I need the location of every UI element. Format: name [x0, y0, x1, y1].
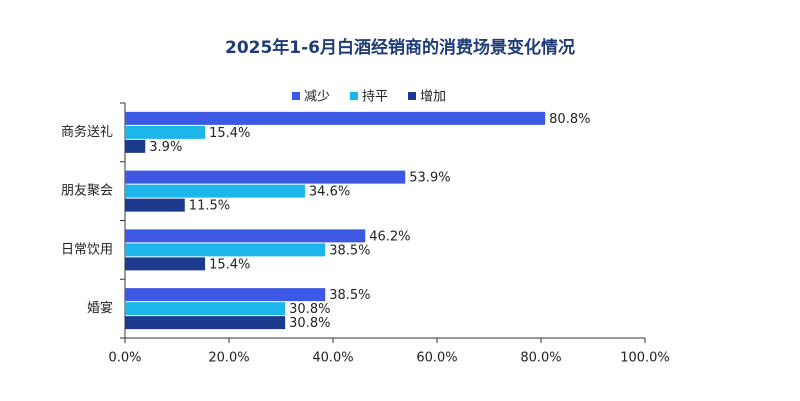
data-label: 11.5%	[189, 199, 230, 214]
bar	[125, 229, 366, 243]
x-tick-label: 80.0%	[520, 351, 561, 366]
data-label: 30.8%	[289, 302, 330, 317]
bar	[125, 125, 206, 139]
bar	[125, 257, 206, 271]
y-tick-label: 日常饮用	[61, 242, 113, 257]
data-label: 15.4%	[209, 126, 250, 141]
data-label: 80.8%	[549, 112, 590, 127]
bar	[125, 243, 326, 257]
data-label: 15.4%	[209, 257, 250, 272]
legend-swatch	[350, 92, 358, 100]
x-tick-label: 20.0%	[208, 351, 249, 366]
bar	[125, 302, 286, 316]
bar	[125, 288, 326, 302]
x-tick-label: 0.0%	[108, 351, 141, 366]
data-label: 38.5%	[329, 288, 370, 303]
x-tick-label: 60.0%	[416, 351, 457, 366]
chart-title: 2025年1-6月白酒经销商的消费场景变化情况	[225, 37, 575, 58]
x-tick-label: 40.0%	[312, 351, 353, 366]
bar	[125, 184, 305, 198]
x-tick-label: 100.0%	[620, 351, 670, 366]
bar	[125, 198, 185, 212]
legend-swatch	[408, 92, 416, 100]
y-tick-label: 婚宴	[87, 300, 113, 316]
y-tick-label: 商务送礼	[61, 124, 113, 140]
data-label: 3.9%	[149, 140, 182, 155]
bar	[125, 111, 546, 125]
bar	[125, 139, 146, 153]
data-label: 34.6%	[309, 185, 350, 200]
legend-label: 增加	[420, 90, 446, 105]
bar	[125, 170, 406, 184]
legend-label: 持平	[362, 90, 388, 105]
data-label: 53.9%	[409, 171, 450, 186]
data-label: 38.5%	[329, 243, 370, 258]
y-tick-label: 朋友聚会	[61, 183, 113, 199]
data-label: 46.2%	[369, 229, 410, 244]
bar	[125, 316, 286, 330]
legend-label: 减少	[304, 90, 330, 105]
legend-swatch	[292, 92, 300, 100]
data-label: 30.8%	[289, 316, 330, 331]
